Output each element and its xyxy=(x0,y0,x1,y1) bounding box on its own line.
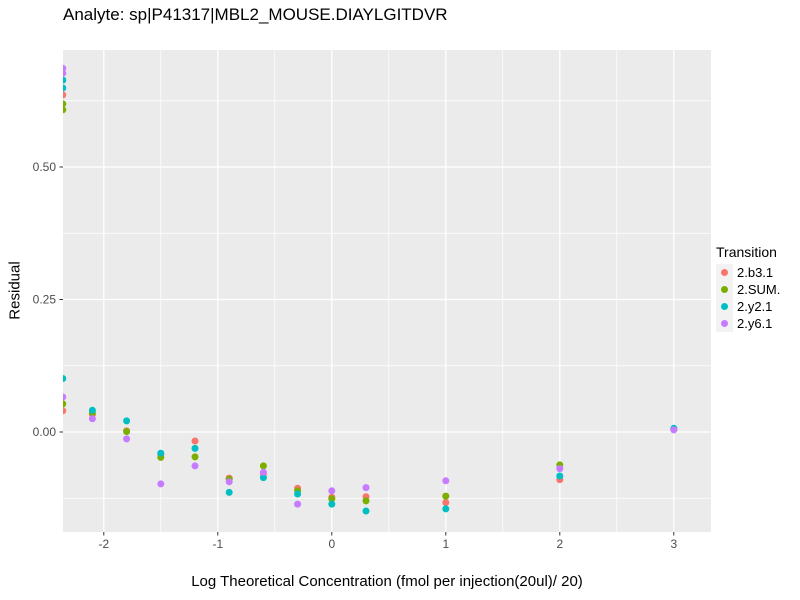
x-tick-label: 3 xyxy=(670,537,677,551)
legend-title: Transition xyxy=(716,244,777,260)
legend-label: 2.SUM. xyxy=(737,282,781,297)
data-point-2.y2.1 xyxy=(328,500,336,508)
legend-key xyxy=(716,315,733,332)
legend-item-2.y6.1: 2.y6.1 xyxy=(716,315,780,332)
data-point-2.y2.1 xyxy=(294,490,302,498)
data-point-2.y2.1 xyxy=(123,417,131,425)
legend-items: 2.b3.1 2.SUM. 2.y2.1 2.y6.1 xyxy=(716,264,780,332)
plot-title: Analyte: sp|P41317|MBL2_MOUSE.DIAYLGITDV… xyxy=(63,5,448,24)
data-point-2.SUM. xyxy=(123,428,131,435)
data-point-2.y2.1 xyxy=(63,84,67,92)
data-point-2.y6.1 xyxy=(294,500,302,508)
y-tick-label: 0.25 xyxy=(33,293,57,307)
data-point-2.SUM. xyxy=(442,492,450,500)
data-point-2.SUM. xyxy=(63,100,67,108)
x-tick-label: -2 xyxy=(98,537,109,551)
data-point-2.y6.1 xyxy=(362,484,370,492)
data-point-2.b3.1 xyxy=(191,437,199,445)
legend: Transition 2.b3.1 2.SUM. 2.y2.1 2.y6.1 xyxy=(716,244,780,332)
legend-dot-icon xyxy=(721,286,728,293)
data-point-2.SUM. xyxy=(259,462,267,470)
data-point-2.SUM. xyxy=(63,400,67,408)
data-point-2.y6.1 xyxy=(123,435,131,443)
data-point-2.y2.1 xyxy=(191,444,199,452)
data-point-2.y2.1 xyxy=(362,507,370,515)
y-tick-label: 0.50 xyxy=(33,160,57,174)
data-point-2.b3.1 xyxy=(63,91,67,99)
legend-label: 2.y2.1 xyxy=(737,299,773,314)
data-point-2.y6.1 xyxy=(259,468,267,476)
data-point-2.b3.1 xyxy=(442,499,450,506)
data-point-2.y6.1 xyxy=(88,415,96,423)
panel-background xyxy=(63,50,711,532)
data-point-2.y2.1 xyxy=(63,76,67,84)
legend-dot-icon xyxy=(721,303,728,310)
y-axis-title: Residual xyxy=(6,261,24,320)
legend-label: 2.y6.1 xyxy=(737,316,773,331)
legend-key xyxy=(716,298,733,315)
legend-dot-icon xyxy=(721,320,728,327)
legend-item-2.b3.1: 2.b3.1 xyxy=(716,264,780,281)
data-point-2.y6.1 xyxy=(63,393,67,401)
y-tick-label: 0.00 xyxy=(33,425,57,439)
data-point-2.SUM. xyxy=(63,106,67,114)
data-point-2.y6.1 xyxy=(670,426,678,434)
data-point-2.SUM. xyxy=(362,497,370,505)
data-point-2.y2.1 xyxy=(556,472,564,480)
x-axis-title: Log Theoretical Concentration (fmol per … xyxy=(191,573,583,590)
data-point-2.y2.1 xyxy=(225,488,233,496)
x-tick-label: -1 xyxy=(212,537,223,551)
data-point-2.y2.1 xyxy=(259,474,267,482)
points-layer xyxy=(63,64,678,515)
data-point-2.b3.1 xyxy=(63,407,67,415)
data-point-2.y6.1 xyxy=(442,477,450,485)
data-point-2.SUM. xyxy=(191,453,199,461)
legend-key xyxy=(716,281,733,298)
legend-item-2.y2.1: 2.y2.1 xyxy=(716,298,780,315)
data-point-2.y2.1 xyxy=(157,449,165,457)
data-point-2.y6.1 xyxy=(225,478,233,486)
legend-dot-icon xyxy=(721,269,728,276)
x-tick-label: 2 xyxy=(556,537,563,551)
data-point-2.y2.1 xyxy=(88,406,96,414)
legend-item-2.SUM.: 2.SUM. xyxy=(716,281,780,298)
data-point-2.y6.1 xyxy=(556,465,564,473)
x-tick-label: 1 xyxy=(442,537,449,551)
legend-key xyxy=(716,264,733,281)
legend-label: 2.b3.1 xyxy=(737,265,774,280)
data-point-2.y6.1 xyxy=(157,480,165,488)
data-point-2.y6.1 xyxy=(191,462,199,470)
data-point-2.y2.1 xyxy=(63,375,67,382)
data-point-2.SUM. xyxy=(328,495,336,503)
data-point-2.y6.1 xyxy=(63,69,67,77)
data-point-2.y2.1 xyxy=(442,505,450,513)
data-point-2.y6.1 xyxy=(328,487,336,495)
x-tick-label: 0 xyxy=(328,537,335,551)
